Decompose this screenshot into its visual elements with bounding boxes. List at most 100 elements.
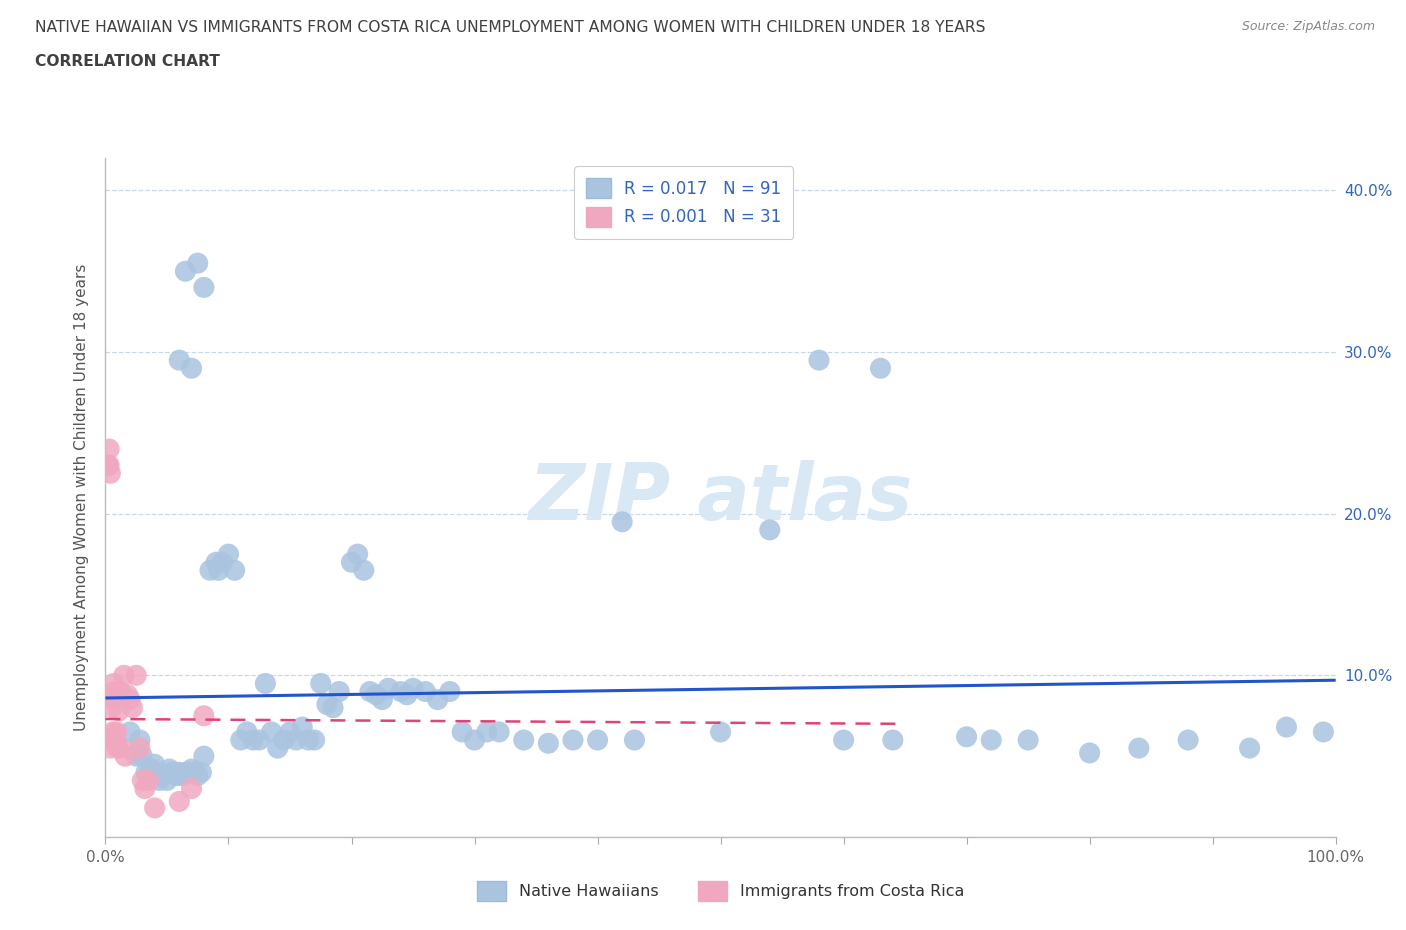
Point [475,724,498,739]
Point [488,724,510,739]
Point [832,733,855,748]
Point [402,681,425,696]
Point [174,764,197,779]
Point [170,768,193,783]
Point [353,563,375,578]
Point [166,768,188,783]
Point [377,681,399,696]
Point [149,773,172,788]
Point [160,764,183,779]
Point [562,733,585,748]
Point [143,757,166,772]
Point [129,740,152,755]
Point [190,764,212,779]
Point [297,733,319,748]
Point [135,764,157,779]
Point [110,740,132,755]
Point [285,733,308,748]
Point [807,352,830,367]
Point [371,692,394,707]
Point [426,692,449,707]
Point [346,547,368,562]
Point [159,762,180,777]
Point [120,692,141,707]
Point [278,724,301,739]
Point [328,684,350,699]
Point [218,547,240,562]
Point [236,724,259,739]
Point [193,749,215,764]
Point [98,458,121,472]
Point [322,700,344,715]
Point [291,720,314,735]
Point [956,729,979,744]
Point [537,736,560,751]
Text: CORRELATION CHART: CORRELATION CHART [35,54,219,69]
Point [121,700,143,715]
Point [103,676,125,691]
Point [108,703,131,718]
Point [100,733,122,748]
Point [224,563,246,578]
Text: ZIP atlas: ZIP atlas [529,459,912,536]
Point [150,768,173,783]
Point [1312,724,1334,739]
Point [193,709,215,724]
Point [187,256,209,271]
Point [205,555,228,570]
Point [247,733,270,748]
Point [610,514,633,529]
Point [125,749,148,764]
Y-axis label: Unemployment Among Women with Children Under 18 years: Unemployment Among Women with Children U… [75,264,90,731]
Point [156,773,179,788]
Point [309,676,332,691]
Point [315,697,337,711]
Point [101,724,124,739]
Point [98,466,122,481]
Point [415,684,437,699]
Point [180,361,202,376]
Point [107,740,129,755]
Point [513,733,536,748]
Point [1239,740,1261,755]
Point [169,764,191,779]
Point [134,781,156,796]
Text: NATIVE HAWAIIAN VS IMMIGRANTS FROM COSTA RICA UNEMPLOYMENT AMONG WOMEN WITH CHIL: NATIVE HAWAIIAN VS IMMIGRANTS FROM COSTA… [35,20,986,35]
Point [114,749,136,764]
Point [273,733,295,748]
Point [117,687,139,702]
Point [174,264,197,279]
Point [193,280,215,295]
Point [1017,733,1039,748]
Point [100,700,122,715]
Point [1078,746,1101,761]
Point [112,668,135,683]
Point [131,749,153,764]
Point [304,733,326,748]
Point [146,764,169,779]
Point [211,555,233,570]
Point [138,773,160,788]
Point [586,733,609,748]
Point [242,733,264,748]
Point [439,684,461,699]
Point [98,740,122,755]
Point [101,692,124,707]
Point [229,733,252,748]
Point [759,523,782,538]
Point [98,442,121,457]
Point [198,563,221,578]
Point [131,773,153,788]
Point [110,684,132,699]
Point [882,733,904,748]
Point [129,733,152,748]
Point [183,764,205,779]
Point [1128,740,1150,755]
Point [267,740,290,755]
Point [260,724,283,739]
Point [340,555,363,570]
Point [1177,733,1199,748]
Point [180,781,202,796]
Point [395,687,418,702]
Point [389,684,412,699]
